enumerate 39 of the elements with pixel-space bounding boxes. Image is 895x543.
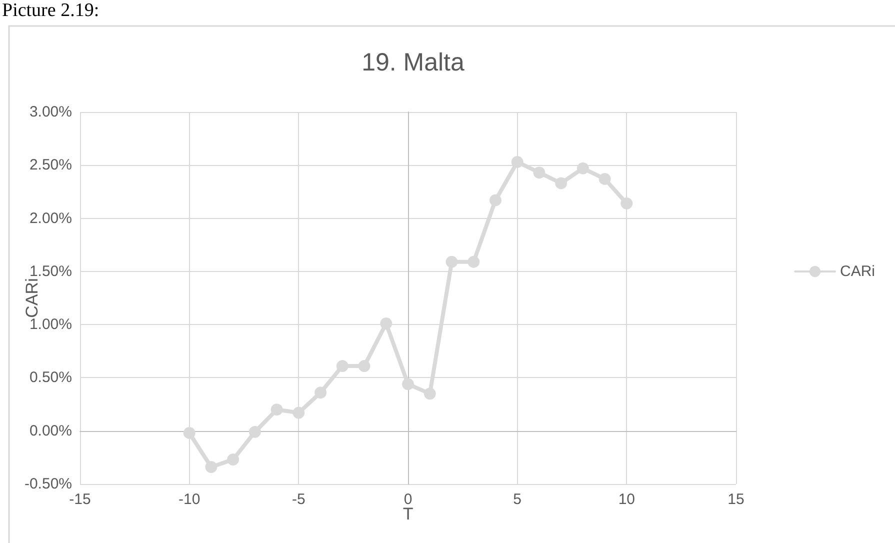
y-tick-label: 0.00% — [29, 422, 72, 440]
point — [205, 460, 218, 473]
point — [446, 256, 458, 268]
legend-label: CARi — [840, 263, 876, 280]
x-tick-label: -5 — [292, 491, 306, 508]
point — [183, 426, 196, 439]
point — [402, 378, 414, 390]
point — [598, 172, 611, 185]
text: Picture 2.19: — [2, 0, 100, 21]
y-tick-label: -0.50% — [24, 476, 72, 492]
x-tick-label: 15 — [728, 491, 744, 508]
y-tick-label: 2.00% — [29, 210, 72, 227]
point — [380, 318, 392, 330]
point — [336, 360, 348, 372]
x-tick-label: 5 — [513, 491, 522, 508]
point — [314, 386, 327, 399]
point — [511, 156, 524, 168]
x-tick-label: 10 — [618, 491, 636, 508]
point — [468, 256, 480, 268]
point — [358, 360, 370, 372]
y-tick-label: 2.50% — [29, 156, 72, 174]
point — [576, 162, 589, 174]
y-tick-label: 1.50% — [29, 262, 72, 280]
point — [555, 177, 568, 190]
y-axis-title: CARi — [22, 278, 42, 318]
point — [620, 197, 633, 210]
point — [270, 404, 283, 416]
point — [533, 166, 546, 179]
x-tick-label: -15 — [69, 491, 91, 508]
point — [248, 426, 261, 438]
y-tick-label: 3.00% — [29, 104, 72, 120]
y-tick-label: 1.00% — [29, 316, 72, 334]
point — [489, 194, 502, 206]
point — [227, 454, 240, 466]
chart-title: 19. Malta — [362, 48, 465, 76]
point — [424, 388, 436, 400]
point — [292, 406, 305, 419]
x-tick-label: -10 — [178, 491, 200, 508]
y-tick-label: 0.50% — [29, 369, 72, 386]
